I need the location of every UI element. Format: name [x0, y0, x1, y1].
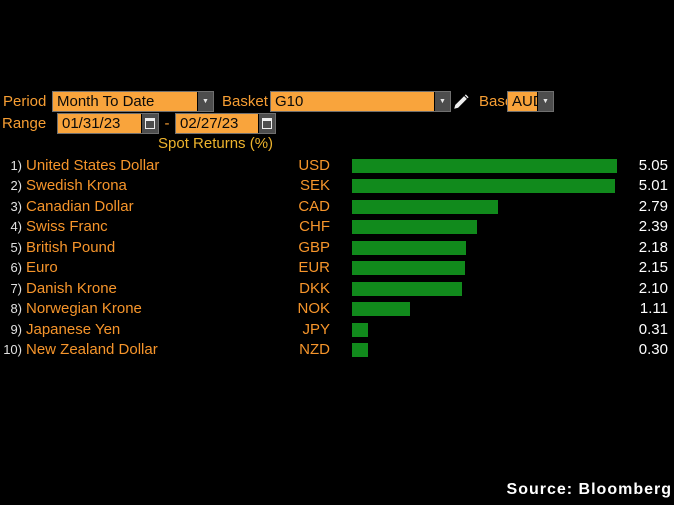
bar	[352, 282, 462, 296]
chevron-down-icon[interactable]: ▼	[537, 92, 553, 111]
row-rank: 10)	[3, 342, 22, 357]
chart-row[interactable]: 6) Euro EUR 2.15	[0, 258, 674, 278]
chart-row[interactable]: 2) Swedish Krona SEK 5.01	[0, 176, 674, 196]
currency-name[interactable]: Canadian Dollar	[26, 198, 134, 215]
bar-value: 2.18	[638, 239, 668, 256]
currency-code: CHF	[299, 218, 330, 235]
bar-value: 2.79	[638, 198, 668, 215]
row-rank: 3)	[10, 199, 22, 214]
row-rank: 2)	[10, 178, 22, 193]
chart-title: Spot Returns (%)	[158, 135, 274, 152]
range-start-value[interactable]: 01/31/23	[58, 114, 141, 133]
currency-name[interactable]: Euro	[26, 259, 58, 276]
bar-value: 1.11	[639, 300, 668, 317]
range-end-field[interactable]: 02/27/23	[175, 113, 276, 134]
source-label: Source: Bloomberg	[506, 481, 672, 498]
currency-code: GBP	[298, 239, 330, 256]
base-label: Base	[479, 93, 514, 110]
row-rank: 7)	[10, 281, 22, 296]
currency-code: CAD	[298, 198, 330, 215]
chart-row[interactable]: 3) Canadian Dollar CAD 2.79	[0, 197, 674, 217]
currency-name[interactable]: Danish Krone	[26, 280, 117, 297]
calendar-icon[interactable]	[141, 114, 158, 133]
bar-value: 0.31	[638, 321, 668, 338]
chart-row[interactable]: 9) Japanese Yen JPY 0.31	[0, 320, 674, 340]
currency-code: USD	[298, 157, 330, 174]
basket-dropdown[interactable]: G10 ▼	[270, 91, 451, 112]
range-separator: -	[164, 115, 170, 132]
row-rank: 8)	[10, 301, 22, 316]
chart-row[interactable]: 8) Norwegian Krone NOK 1.11	[0, 299, 674, 319]
row-rank: 1)	[10, 158, 22, 173]
currency-code: SEK	[299, 177, 330, 194]
bar	[352, 241, 466, 255]
currency-code: NZD	[299, 341, 330, 358]
range-end-value[interactable]: 02/27/23	[176, 114, 258, 133]
bar-value: 5.01	[638, 177, 668, 194]
bar-value: 2.39	[638, 218, 668, 235]
period-dropdown[interactable]: Month To Date ▼	[52, 91, 214, 112]
base-dropdown[interactable]: AUD ▼	[507, 91, 554, 112]
chart-row[interactable]: 1) United States Dollar USD 5.05	[0, 156, 674, 176]
currency-name[interactable]: United States Dollar	[26, 157, 160, 174]
bar	[352, 159, 617, 173]
row-rank: 5)	[10, 240, 22, 255]
bar	[352, 343, 368, 357]
currency-name[interactable]: Japanese Yen	[26, 321, 121, 338]
currency-name[interactable]: New Zealand Dollar	[26, 341, 158, 358]
currency-name[interactable]: Swiss Franc	[26, 218, 108, 235]
chart-row[interactable]: 7) Danish Krone DKK 2.10	[0, 279, 674, 299]
chevron-down-icon[interactable]: ▼	[434, 92, 450, 111]
chart-row[interactable]: 10) New Zealand Dollar NZD 0.30	[0, 340, 674, 360]
row-rank: 6)	[10, 260, 22, 275]
chart-row[interactable]: 5) British Pound GBP 2.18	[0, 238, 674, 258]
currency-code: DKK	[299, 280, 330, 297]
row-rank: 4)	[10, 219, 22, 234]
bar	[352, 261, 465, 275]
period-value[interactable]: Month To Date	[53, 92, 197, 111]
row-rank: 9)	[10, 322, 22, 337]
bar	[352, 323, 368, 337]
chevron-down-icon[interactable]: ▼	[197, 92, 213, 111]
range-start-field[interactable]: 01/31/23	[57, 113, 159, 134]
currency-code: EUR	[298, 259, 330, 276]
pencil-icon[interactable]	[452, 93, 470, 111]
currency-name[interactable]: Swedish Krona	[26, 177, 127, 194]
currency-name[interactable]: British Pound	[26, 239, 116, 256]
calendar-glyph	[262, 118, 272, 129]
calendar-glyph	[145, 118, 155, 129]
base-value[interactable]: AUD	[508, 92, 537, 111]
bar-value: 5.05	[638, 157, 668, 174]
currency-code: JPY	[302, 321, 330, 338]
currency-name[interactable]: Norwegian Krone	[26, 300, 142, 317]
range-label: Range	[2, 115, 47, 132]
basket-label: Basket	[222, 93, 268, 110]
bar-value: 2.15	[638, 259, 668, 276]
bar	[352, 220, 477, 234]
basket-value[interactable]: G10	[271, 92, 434, 111]
calendar-icon[interactable]	[258, 114, 275, 133]
chart-row[interactable]: 4) Swiss Franc CHF 2.39	[0, 217, 674, 237]
period-label: Period	[3, 93, 47, 110]
bar	[352, 200, 498, 214]
bar	[352, 302, 410, 316]
bar-value: 2.10	[638, 280, 668, 297]
bar-value: 0.30	[638, 341, 668, 358]
currency-code: NOK	[297, 300, 330, 317]
bar	[352, 179, 615, 193]
